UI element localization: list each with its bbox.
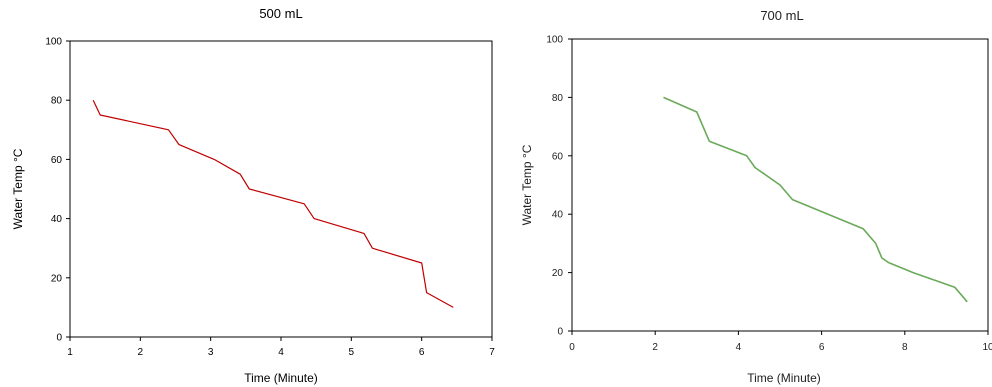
x-tick-label: 6: [419, 347, 425, 358]
x-tick-label: 8: [902, 342, 908, 353]
x-tick-label: 2: [138, 347, 144, 358]
x-tick-label: 4: [736, 342, 742, 353]
x-tick-label: 5: [349, 347, 355, 358]
x-axis: 1 2 3 4 5 6 7: [67, 337, 495, 358]
x-tick-label: 7: [489, 347, 495, 358]
series-group: [92, 99, 454, 308]
x-tick-label: 2: [652, 342, 658, 353]
y-tick-label: 80: [552, 93, 564, 104]
x-tick-label: 10: [982, 342, 992, 353]
y-tick-label: 60: [552, 151, 564, 162]
x-tick-label: 6: [819, 342, 825, 353]
chart-500ml: 500 mL 0 20 40 60 80 100 1 2 3 4 5 6 7 Time (Minute…: [11, 6, 495, 385]
y-axis: 0 20 40 60 80 100: [546, 35, 572, 338]
x-axis-title: Time (Minute): [244, 371, 318, 385]
x-tick-label: 3: [208, 347, 214, 358]
series-line-0: [663, 96, 968, 303]
x-axis-title: Time (Minute): [747, 371, 821, 385]
chart-title: 700 mL: [760, 8, 803, 23]
y-axis-title: Water Temp °C: [520, 144, 534, 225]
y-axis-title: Water Temp °C: [11, 148, 25, 229]
y-tick-label: 60: [51, 155, 63, 166]
y-tick-label: 100: [45, 37, 62, 48]
y-tick-label: 80: [51, 96, 63, 107]
y-tick-label: 100: [546, 35, 563, 46]
x-axis: 0 2 4 6 8 10: [569, 331, 992, 353]
y-tick-label: 20: [552, 268, 564, 279]
series-line-0: [92, 99, 454, 308]
y-tick-label: 0: [56, 333, 62, 344]
x-tick-label: 0: [569, 342, 575, 353]
plot-area: [69, 40, 493, 338]
y-tick-label: 20: [51, 273, 63, 284]
y-tick-label: 0: [557, 327, 563, 338]
y-tick-label: 40: [51, 214, 63, 225]
chart-title: 500 mL: [259, 6, 302, 21]
x-tick-label: 4: [278, 347, 284, 358]
x-tick-label: 1: [67, 347, 73, 358]
chart-700ml: 700 mL 0 20 40 60 80 100 0 2 4 6 8 10 Time (Minute…: [520, 8, 992, 385]
y-tick-label: 40: [552, 210, 564, 221]
y-axis: 0 20 40 60 80 100: [45, 37, 70, 344]
series-group: [663, 96, 968, 303]
